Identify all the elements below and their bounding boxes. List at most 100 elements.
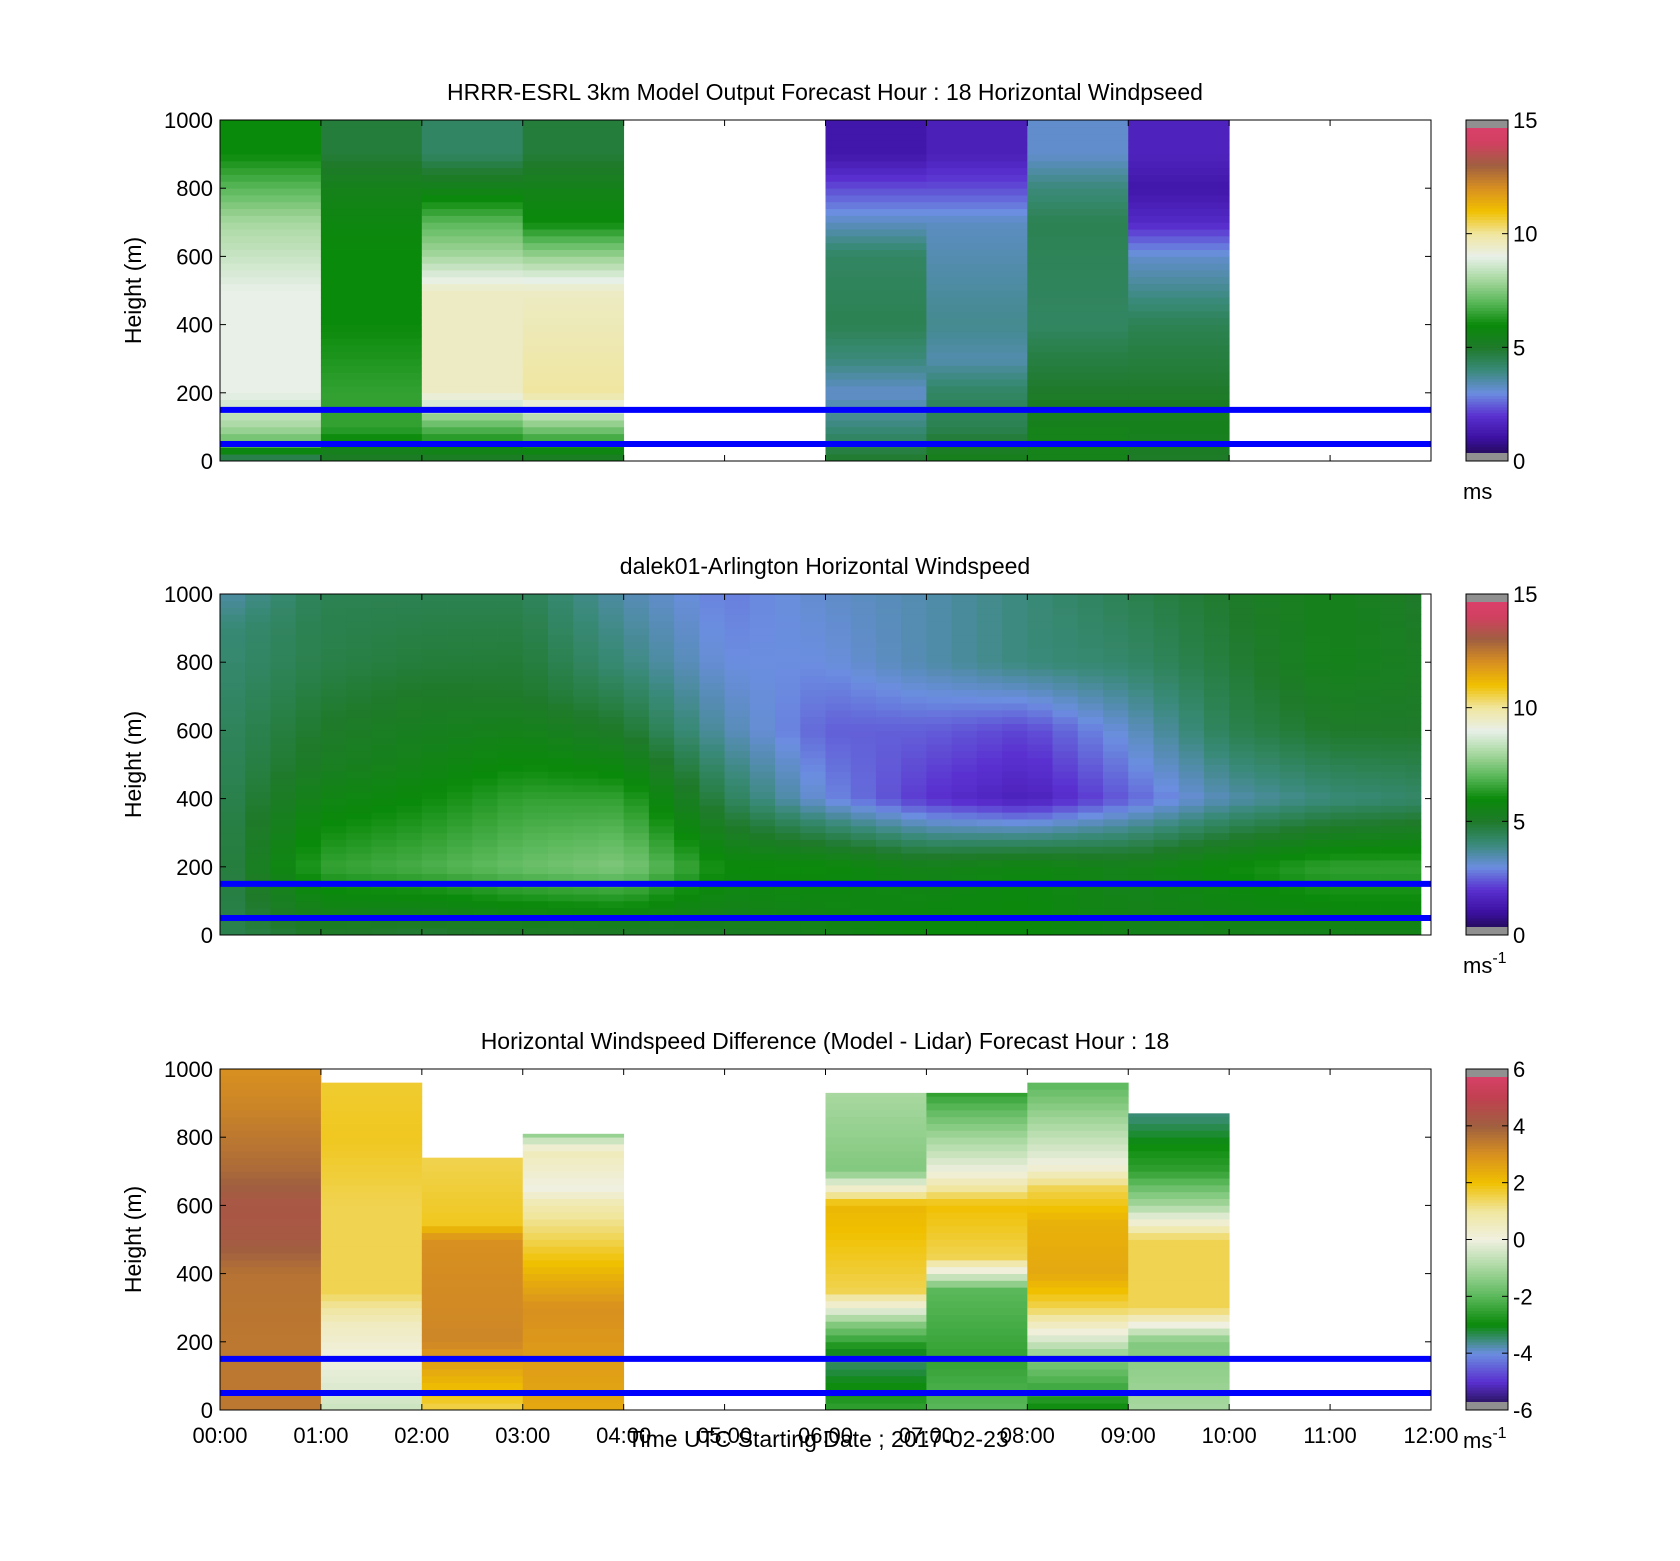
heatmap-cell [648, 757, 675, 765]
heatmap-cell [926, 229, 1028, 237]
colorbar-segment [1466, 738, 1508, 743]
heatmap-cell [522, 276, 625, 285]
heatmap-cell [522, 1280, 625, 1288]
heatmap-cell [1027, 215, 1129, 223]
heatmap-cell [1128, 1253, 1230, 1261]
colorbar-segment [1466, 801, 1508, 805]
heatmap-cell [623, 866, 650, 875]
heatmap-cell [1178, 825, 1205, 834]
heatmap-cell [825, 1116, 927, 1124]
heatmap-cell [447, 744, 473, 752]
colorbar-segment [1466, 744, 1508, 748]
colorbar-segment [1466, 650, 1508, 655]
heatmap-cell [421, 195, 524, 203]
heatmap-cell [1405, 744, 1422, 752]
heatmap-cell [1229, 675, 1255, 684]
heatmap-cell [1027, 928, 1053, 936]
heatmap-cell [346, 750, 372, 759]
heatmap-cell [1128, 1375, 1230, 1384]
heatmap-cell [1077, 655, 1104, 663]
heatmap-cell [320, 1164, 423, 1172]
heatmap-cell [270, 900, 297, 909]
colorbar-segment [1466, 313, 1508, 317]
heatmap-cell [1077, 771, 1104, 779]
heatmap-cell [295, 757, 322, 765]
heatmap-cell [825, 621, 852, 629]
heatmap-cell [421, 392, 524, 401]
heatmap-cell [1027, 1164, 1129, 1172]
heatmap-cell [1405, 894, 1422, 902]
heatmap-cell [371, 900, 398, 909]
heatmap-cell [396, 907, 423, 915]
heatmap-cell [976, 859, 1003, 868]
heatmap-column [547, 594, 574, 936]
heatmap-cell [1178, 887, 1205, 895]
heatmap-cell [421, 730, 448, 738]
heatmap-cell [346, 812, 372, 820]
heatmap-cell [825, 1157, 927, 1165]
heatmap-cell [1355, 634, 1381, 643]
heatmap-cell [1077, 614, 1104, 622]
heatmap-cell [1027, 696, 1053, 704]
heatmap-cell [800, 873, 826, 881]
heatmap-cell [1405, 689, 1422, 697]
heatmap-cell [775, 805, 801, 813]
heatmap-cell [1203, 784, 1230, 793]
heatmap-cell [1052, 669, 1079, 677]
heatmap-cell [1153, 669, 1180, 677]
heatmap-cell [421, 757, 448, 765]
heatmap-cell [699, 662, 725, 670]
heatmap-cell [1254, 853, 1281, 861]
heatmap-cell [1330, 641, 1356, 649]
heatmap-cell [320, 297, 423, 305]
heatmap-cell [1203, 744, 1230, 752]
heatmap-cell [976, 703, 1003, 711]
heatmap-cell [1279, 682, 1306, 690]
colorbar-segment [1466, 1302, 1508, 1306]
heatmap-cell [1254, 648, 1281, 656]
heatmap-cell [1279, 853, 1306, 861]
heatmap-cell [1254, 655, 1281, 663]
heatmap-cell [951, 832, 978, 840]
heatmap-cell [775, 839, 801, 847]
colorbar-segment [1466, 733, 1508, 737]
heatmap-cell [1077, 764, 1104, 772]
heatmap-cell [421, 778, 448, 786]
heatmap-cell [1103, 744, 1129, 752]
heatmap-cell [396, 894, 423, 902]
heatmap-cell [396, 873, 423, 881]
heatmap-cell [699, 791, 725, 799]
heatmap-cell [699, 778, 725, 786]
heatmap-cell [1153, 846, 1180, 854]
heatmap-cell [1203, 812, 1230, 820]
heatmap-cell [1128, 1130, 1230, 1138]
heatmap-cell [1128, 1321, 1230, 1329]
heatmap-column [901, 594, 927, 936]
heatmap-cell [749, 655, 776, 663]
heatmap-cell [800, 662, 826, 670]
heatmap-cell [270, 784, 297, 793]
heatmap-cell [522, 1287, 625, 1295]
heatmap-cell [320, 628, 347, 636]
heatmap-cell [875, 839, 902, 847]
heatmap-cell [421, 1334, 524, 1343]
colorbar-segment [1466, 764, 1508, 768]
heatmap-cell [1027, 154, 1129, 162]
heatmap-cell [1077, 594, 1104, 602]
heatmap-cell [1052, 805, 1079, 813]
heatmap-cell [1405, 641, 1422, 649]
heatmap-cell [1279, 887, 1306, 895]
heatmap-cell [648, 907, 675, 915]
colorbar-segment [1466, 1083, 1508, 1087]
heatmap-cell [1128, 154, 1230, 162]
heatmap-cell [421, 798, 448, 806]
heatmap-cell [421, 928, 448, 936]
heatmap-cell [1229, 873, 1255, 881]
heatmap-cell [926, 1259, 1028, 1268]
heatmap-cell [472, 600, 498, 609]
heatmap-cell [346, 648, 372, 656]
heatmap-cell [1153, 621, 1180, 629]
heatmap-cell [648, 866, 675, 875]
heatmap-cell [1380, 689, 1407, 697]
heatmap-cell [926, 1307, 1028, 1315]
